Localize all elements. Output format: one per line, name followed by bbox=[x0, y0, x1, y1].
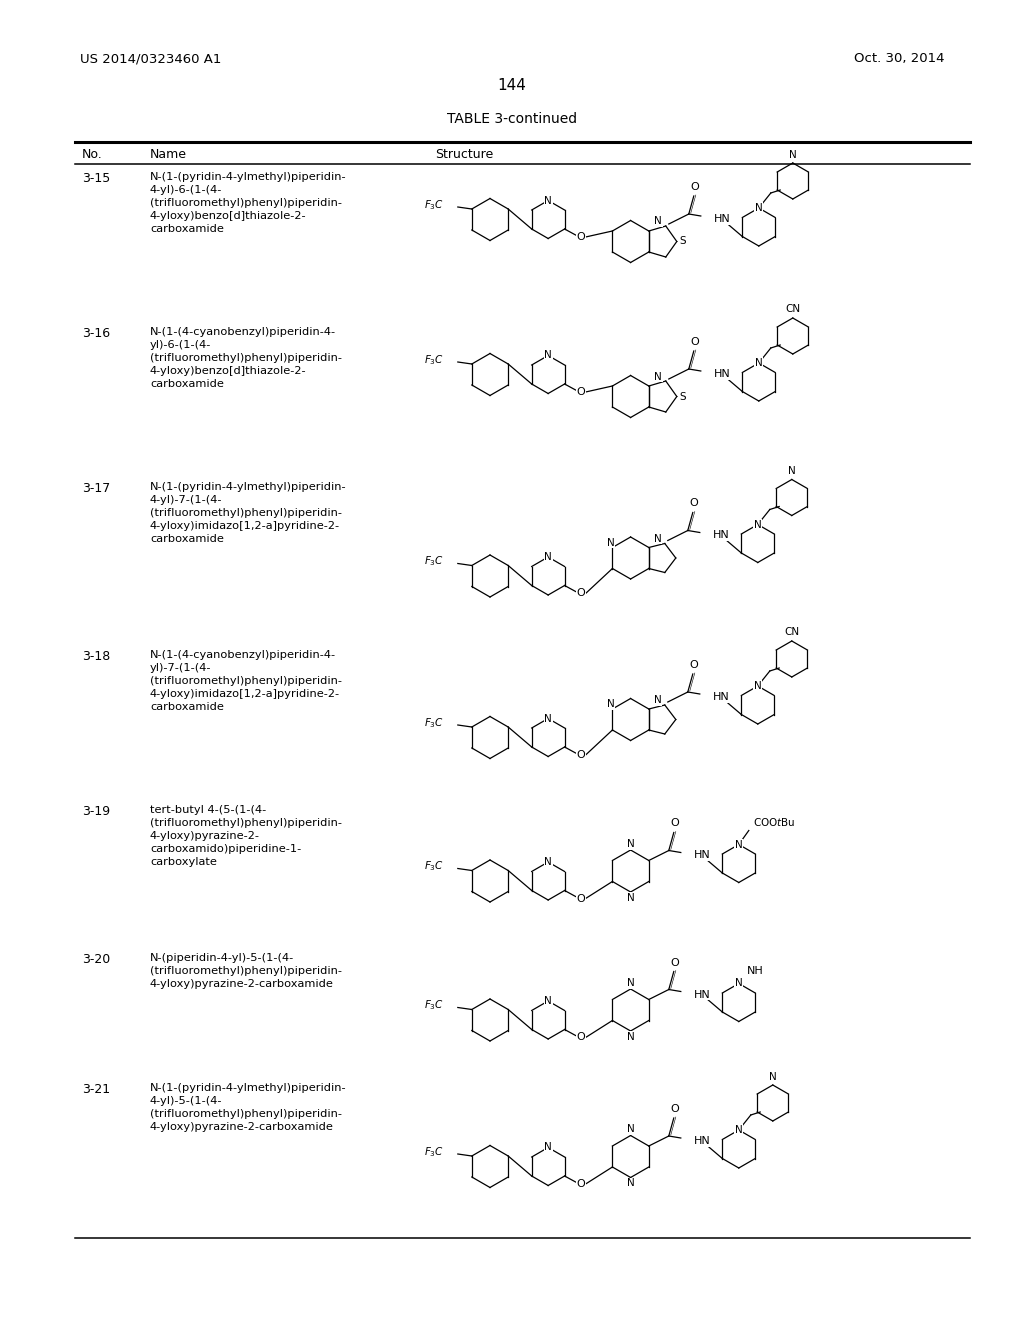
Text: O: O bbox=[577, 232, 585, 242]
Text: O: O bbox=[690, 182, 699, 191]
Text: N: N bbox=[627, 978, 635, 987]
Text: N: N bbox=[755, 203, 763, 213]
Text: O: O bbox=[671, 818, 679, 829]
Text: 3-18: 3-18 bbox=[82, 649, 111, 663]
Text: N: N bbox=[545, 552, 552, 562]
Text: $F_3C$: $F_3C$ bbox=[424, 999, 443, 1012]
Text: N: N bbox=[545, 351, 552, 360]
Text: N: N bbox=[606, 537, 614, 548]
Text: TABLE 3-continued: TABLE 3-continued bbox=[446, 112, 578, 125]
Text: N: N bbox=[545, 857, 552, 867]
Text: $F_3C$: $F_3C$ bbox=[424, 715, 443, 730]
Text: N-(1-(pyridin-4-ylmethyl)piperidin-
4-yl)-5-(1-(4-
(trifluoromethyl)phenyl)piper: N-(1-(pyridin-4-ylmethyl)piperidin- 4-yl… bbox=[150, 1082, 347, 1133]
Text: N-(1-(4-cyanobenzyl)piperidin-4-
yl)-6-(1-(4-
(trifluoromethyl)phenyl)piperidin-: N-(1-(4-cyanobenzyl)piperidin-4- yl)-6-(… bbox=[150, 327, 342, 389]
Text: N: N bbox=[654, 533, 662, 544]
Text: N: N bbox=[735, 978, 742, 989]
Text: Oct. 30, 2014: Oct. 30, 2014 bbox=[853, 51, 944, 65]
Text: CN: CN bbox=[784, 627, 800, 638]
Text: O: O bbox=[577, 894, 585, 903]
Text: 144: 144 bbox=[498, 78, 526, 92]
Text: HN: HN bbox=[713, 692, 729, 702]
Text: O: O bbox=[577, 589, 585, 598]
Text: No.: No. bbox=[82, 148, 102, 161]
Text: NH: NH bbox=[746, 966, 764, 977]
Text: N: N bbox=[755, 358, 763, 368]
Text: N-(1-(4-cyanobenzyl)piperidin-4-
yl)-7-(1-(4-
(trifluoromethyl)phenyl)piperidin-: N-(1-(4-cyanobenzyl)piperidin-4- yl)-7-(… bbox=[150, 649, 342, 713]
Text: CN: CN bbox=[785, 304, 801, 314]
Text: O: O bbox=[577, 387, 585, 397]
Text: O: O bbox=[577, 1179, 585, 1189]
Text: 3-19: 3-19 bbox=[82, 805, 111, 818]
Text: N: N bbox=[627, 1125, 635, 1134]
Text: N: N bbox=[545, 195, 552, 206]
Text: HN: HN bbox=[714, 214, 730, 224]
Text: $F_3C$: $F_3C$ bbox=[424, 1144, 443, 1159]
Text: N: N bbox=[754, 681, 762, 690]
Text: 3-21: 3-21 bbox=[82, 1082, 111, 1096]
Text: S: S bbox=[680, 392, 686, 401]
Text: N: N bbox=[654, 216, 663, 227]
Text: 3-20: 3-20 bbox=[82, 953, 111, 966]
Text: N: N bbox=[735, 1125, 742, 1135]
Text: O: O bbox=[671, 957, 679, 968]
Text: O: O bbox=[689, 660, 698, 671]
Text: N: N bbox=[788, 150, 797, 160]
Text: N: N bbox=[654, 696, 662, 705]
Text: Name: Name bbox=[150, 148, 187, 161]
Text: N: N bbox=[606, 700, 614, 709]
Text: N: N bbox=[769, 1072, 776, 1082]
Text: 3-17: 3-17 bbox=[82, 482, 111, 495]
Text: N: N bbox=[545, 1143, 552, 1152]
Text: HN: HN bbox=[694, 850, 711, 861]
Text: N: N bbox=[654, 371, 663, 381]
Text: O: O bbox=[690, 337, 699, 347]
Text: $F_3C$: $F_3C$ bbox=[424, 354, 443, 367]
Text: N: N bbox=[627, 1179, 635, 1188]
Text: S: S bbox=[680, 236, 686, 247]
Text: O: O bbox=[671, 1104, 679, 1114]
Text: N: N bbox=[735, 840, 742, 850]
Text: N-(piperidin-4-yl)-5-(1-(4-
(trifluoromethyl)phenyl)piperidin-
4-yloxy)pyrazine-: N-(piperidin-4-yl)-5-(1-(4- (trifluorome… bbox=[150, 953, 342, 989]
Text: N: N bbox=[787, 466, 796, 477]
Text: O: O bbox=[577, 1032, 585, 1043]
Text: HN: HN bbox=[714, 370, 730, 379]
Text: US 2014/0323460 A1: US 2014/0323460 A1 bbox=[80, 51, 221, 65]
Text: N: N bbox=[627, 840, 635, 849]
Text: N: N bbox=[545, 997, 552, 1006]
Text: Structure: Structure bbox=[435, 148, 494, 161]
Text: O: O bbox=[689, 499, 698, 508]
Text: N: N bbox=[627, 1032, 635, 1041]
Text: HN: HN bbox=[713, 531, 729, 540]
Text: HN: HN bbox=[694, 990, 711, 999]
Text: N-(1-(pyridin-4-ylmethyl)piperidin-
4-yl)-7-(1-(4-
(trifluoromethyl)phenyl)piper: N-(1-(pyridin-4-ylmethyl)piperidin- 4-yl… bbox=[150, 482, 347, 544]
Text: HN: HN bbox=[694, 1137, 711, 1146]
Text: 3-16: 3-16 bbox=[82, 327, 111, 341]
Text: 3-15: 3-15 bbox=[82, 172, 111, 185]
Text: $F_3C$: $F_3C$ bbox=[424, 859, 443, 874]
Text: N: N bbox=[627, 894, 635, 903]
Text: $F_3C$: $F_3C$ bbox=[424, 554, 443, 569]
Text: $F_3C$: $F_3C$ bbox=[424, 198, 443, 213]
Text: N-(1-(pyridin-4-ylmethyl)piperidin-
4-yl)-6-(1-(4-
(trifluoromethyl)phenyl)piper: N-(1-(pyridin-4-ylmethyl)piperidin- 4-yl… bbox=[150, 172, 347, 234]
Text: COO$t$Bu: COO$t$Bu bbox=[753, 816, 796, 828]
Text: N: N bbox=[754, 520, 762, 529]
Text: O: O bbox=[577, 750, 585, 760]
Text: N: N bbox=[545, 714, 552, 723]
Text: tert-butyl 4-(5-(1-(4-
(trifluoromethyl)phenyl)piperidin-
4-yloxy)pyrazine-2-
ca: tert-butyl 4-(5-(1-(4- (trifluoromethyl)… bbox=[150, 805, 342, 867]
